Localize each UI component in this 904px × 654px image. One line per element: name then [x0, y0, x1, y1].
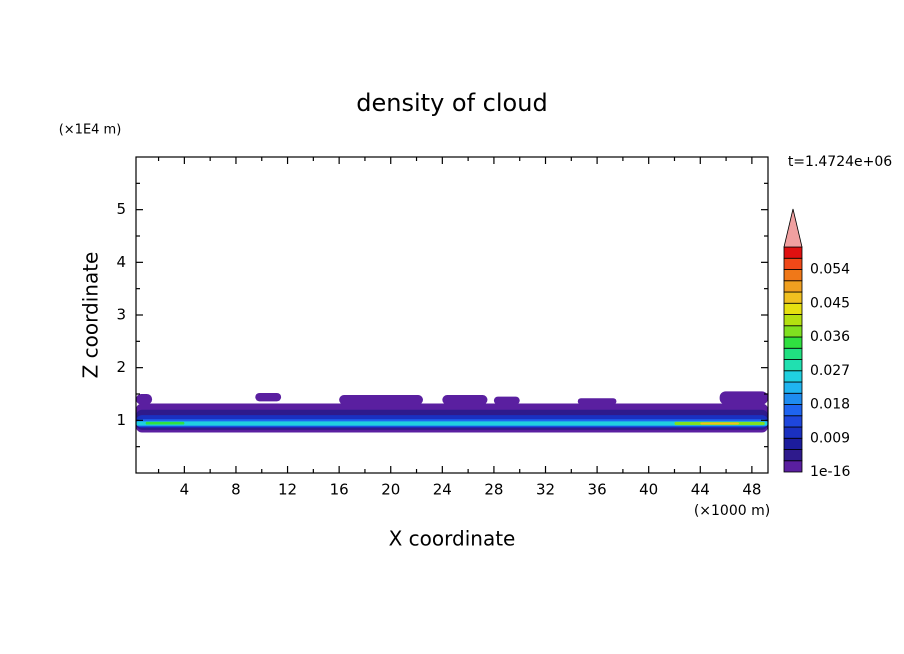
colorbar-segment [783, 314, 803, 327]
x-tick-label: 48 [742, 481, 761, 499]
colorbar-arrow [783, 208, 803, 248]
colorbar-label: 0.018 [810, 397, 850, 413]
colorbar-segment [783, 325, 803, 338]
x-tick-label: 16 [330, 481, 349, 499]
contour-region [255, 392, 282, 402]
colorbar-segment [783, 269, 803, 282]
contour-region [719, 391, 768, 405]
colorbar-segment [783, 370, 803, 383]
y-tick-label: 3 [116, 306, 126, 324]
x-tick-label: 40 [639, 481, 658, 499]
x-tick-label: 28 [484, 481, 503, 499]
y-tick-label: 5 [116, 200, 126, 218]
colorbar-segment [783, 449, 803, 462]
y-tick-label: 2 [116, 358, 126, 376]
contour-region [577, 398, 617, 405]
x-tick-label: 8 [231, 481, 241, 499]
colorbar-segment [783, 257, 803, 270]
colorbar-segment [783, 246, 803, 259]
x-tick-label: 44 [691, 481, 710, 499]
contour-region [493, 396, 520, 405]
colorbar-segment [783, 302, 803, 315]
contour-region [136, 421, 768, 426]
colorbar-segment [783, 404, 803, 417]
colorbar-label: 0.054 [810, 262, 850, 278]
colorbar-label: 0.027 [810, 363, 850, 379]
colorbar-label: 0.045 [810, 295, 850, 311]
contour-region [136, 394, 153, 405]
colorbar-segment [783, 336, 803, 349]
contour-region [145, 421, 185, 425]
colorbar-segment [783, 291, 803, 304]
x-tick-label: 24 [433, 481, 452, 499]
time-label: t=1.4724e+06 [788, 154, 892, 170]
y-tick-label: 4 [116, 253, 126, 271]
x-tick-label: 12 [278, 481, 297, 499]
y-axis-label: Z coordinate [79, 252, 103, 379]
colorbar-segment [783, 359, 803, 372]
contour-region [339, 395, 423, 405]
colorbar-label: 0.009 [810, 430, 850, 446]
x-tick-label: 36 [588, 481, 607, 499]
x-tick-label: 32 [536, 481, 555, 499]
colorbar-segment [783, 437, 803, 450]
x-tick-label: 4 [180, 481, 190, 499]
colorbar-segment [783, 415, 803, 428]
colorbar-segment [783, 426, 803, 439]
colorbar-segment [783, 381, 803, 394]
x-axis-label: X coordinate [389, 527, 516, 551]
y-tick-label: 1 [116, 411, 126, 429]
x-unit: (×1000 m) [694, 503, 770, 519]
colorbar-label: 1e-16 [810, 464, 850, 480]
colorbar-label: 0.036 [810, 329, 850, 345]
x-tick-label: 20 [381, 481, 400, 499]
chart-title: density of cloud [356, 89, 547, 117]
contour-region [700, 422, 739, 425]
colorbar-segment [783, 460, 803, 473]
colorbar-segment [783, 280, 803, 293]
contour-region [442, 395, 488, 405]
colorbar-segment [783, 347, 803, 360]
colorbar-segment [783, 392, 803, 405]
y-unit: (×1E4 m) [59, 123, 122, 138]
